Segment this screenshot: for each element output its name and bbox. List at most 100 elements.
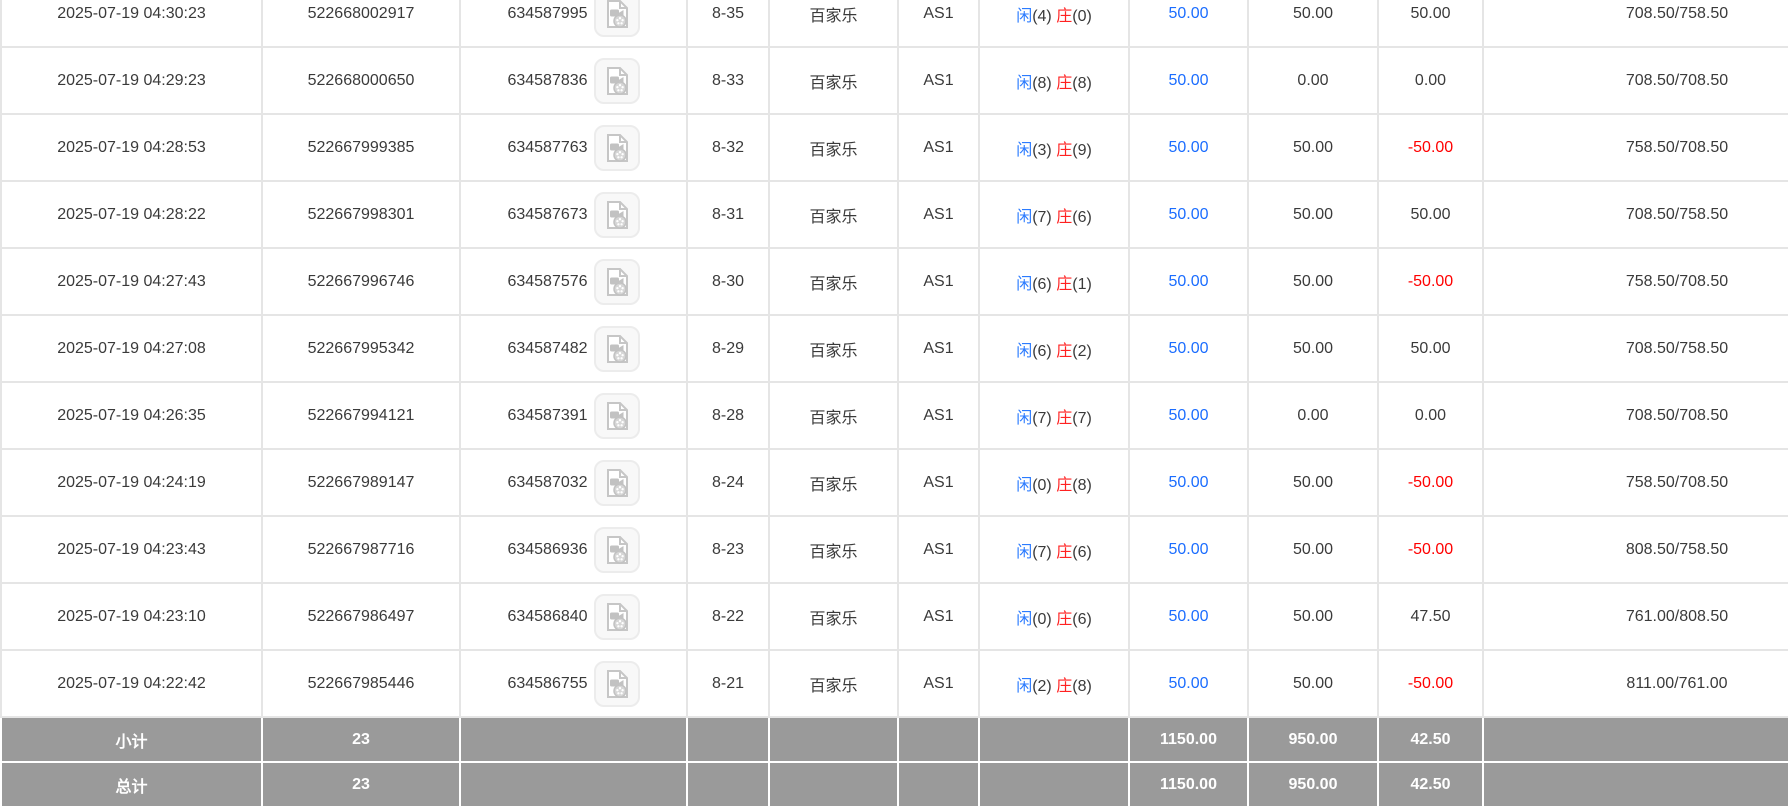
balance: 708.50/758.50	[1482, 180, 1788, 249]
bet-amount-link[interactable]: 50.00	[1128, 314, 1249, 383]
video-replay-button[interactable]	[593, 459, 640, 506]
banker-result-label: 庄	[1056, 141, 1073, 159]
round-number: 634586840	[507, 607, 588, 625]
video-replay-button[interactable]	[593, 593, 640, 640]
player-result-count: (0)	[1032, 476, 1052, 494]
bet-amount-link[interactable]: 50.00	[1128, 113, 1249, 182]
round-number-cell: 634587032	[459, 448, 688, 517]
subtotal-valid: 950.00	[1247, 716, 1379, 763]
table-name: AS1	[897, 46, 980, 115]
order-number: 522667996746	[261, 247, 461, 316]
video-replay-button[interactable]	[593, 0, 640, 37]
game-result: 闲(2) 庄(8)	[978, 649, 1130, 718]
table-row: 2025-07-19 04:22:42 522667985446 6345867…	[0, 649, 1788, 718]
round-number-cell: 634587482	[459, 314, 688, 383]
player-result-count: (2)	[1032, 677, 1052, 695]
table-name: AS1	[897, 0, 980, 48]
bet-amount-link[interactable]: 50.00	[1128, 515, 1249, 584]
total-label: 总计	[0, 761, 263, 808]
shoe-round: 8-31	[686, 180, 770, 249]
video-replay-button[interactable]	[593, 57, 640, 104]
video-file-icon	[606, 0, 628, 28]
table-row: 2025-07-19 04:28:22 522667998301 6345876…	[0, 180, 1788, 249]
valid-amount: 50.00	[1247, 314, 1379, 383]
game-result: 闲(7) 庄(6)	[978, 515, 1130, 584]
video-file-icon	[606, 267, 628, 296]
bet-amount-link[interactable]: 50.00	[1128, 582, 1249, 651]
player-result-label: 闲	[1016, 543, 1033, 561]
table-row: 2025-07-19 04:23:43 522667987716 6345869…	[0, 515, 1788, 584]
banker-result-count: (8)	[1072, 476, 1092, 494]
order-number: 522667989147	[261, 448, 461, 517]
round-number-cell: 634587576	[459, 247, 688, 316]
player-result-count: (7)	[1032, 409, 1052, 427]
valid-amount: 50.00	[1247, 448, 1379, 517]
win-loss-amount: 0.00	[1377, 46, 1484, 115]
bet-time: 2025-07-19 04:27:43	[0, 247, 263, 316]
table-name: AS1	[897, 247, 980, 316]
round-number: 634587032	[507, 473, 588, 491]
table-name: AS1	[897, 180, 980, 249]
bet-amount-link[interactable]: 50.00	[1128, 448, 1249, 517]
bet-amount-link[interactable]: 50.00	[1128, 46, 1249, 115]
bet-amount-link[interactable]: 50.00	[1128, 180, 1249, 249]
round-number-cell: 634587673	[459, 180, 688, 249]
video-replay-button[interactable]	[593, 660, 640, 707]
bet-time: 2025-07-19 04:23:43	[0, 515, 263, 584]
banker-result-label: 庄	[1056, 476, 1073, 494]
round-number: 634586755	[507, 674, 588, 692]
player-result-count: (7)	[1032, 208, 1052, 226]
player-result-label: 闲	[1016, 208, 1033, 226]
bet-amount-link[interactable]: 50.00	[1128, 381, 1249, 450]
round-number: 634587482	[507, 339, 588, 357]
video-replay-button[interactable]	[593, 191, 640, 238]
shoe-round: 8-22	[686, 582, 770, 651]
subtotal-row: 小计 23 1150.00 950.00 42.50	[0, 716, 1788, 763]
banker-result-count: (6)	[1072, 610, 1092, 628]
bet-amount-link[interactable]: 50.00	[1128, 649, 1249, 718]
bet-amount-link[interactable]: 50.00	[1128, 247, 1249, 316]
banker-result-label: 庄	[1056, 208, 1073, 226]
game-result: 闲(3) 庄(9)	[978, 113, 1130, 182]
balance: 808.50/758.50	[1482, 515, 1788, 584]
player-result-count: (8)	[1032, 74, 1052, 92]
game-result: 闲(8) 庄(8)	[978, 46, 1130, 115]
bet-time: 2025-07-19 04:28:22	[0, 180, 263, 249]
banker-result-count: (7)	[1072, 409, 1092, 427]
order-number: 522667985446	[261, 649, 461, 718]
video-replay-button[interactable]	[593, 124, 640, 171]
player-result-label: 闲	[1016, 409, 1033, 427]
table-row: 2025-07-19 04:29:23 522668000650 6345878…	[0, 46, 1788, 115]
win-loss-amount: -50.00	[1377, 247, 1484, 316]
video-replay-button[interactable]	[593, 325, 640, 372]
player-result-label: 闲	[1016, 74, 1033, 92]
banker-result-count: (0)	[1072, 7, 1092, 25]
round-number-cell: 634587391	[459, 381, 688, 450]
banker-result-label: 庄	[1056, 275, 1073, 293]
bet-amount-link[interactable]: 50.00	[1128, 0, 1249, 48]
video-replay-button[interactable]	[593, 258, 640, 305]
video-replay-button[interactable]	[593, 526, 640, 573]
video-replay-button[interactable]	[593, 392, 640, 439]
game-result: 闲(0) 庄(8)	[978, 448, 1130, 517]
game-result: 闲(7) 庄(7)	[978, 381, 1130, 450]
valid-amount: 50.00	[1247, 180, 1379, 249]
valid-amount: 50.00	[1247, 582, 1379, 651]
game-type: 百家乐	[768, 113, 899, 182]
table-row: 2025-07-19 04:30:23 522668002917 6345879…	[0, 0, 1788, 48]
table-row: 2025-07-19 04:23:10 522667986497 6345868…	[0, 582, 1788, 651]
bet-time: 2025-07-19 04:24:19	[0, 448, 263, 517]
bet-time: 2025-07-19 04:22:42	[0, 649, 263, 718]
shoe-round: 8-24	[686, 448, 770, 517]
win-loss-amount: 47.50	[1377, 582, 1484, 651]
banker-result-label: 庄	[1056, 74, 1073, 92]
balance: 758.50/708.50	[1482, 448, 1788, 517]
shoe-round: 8-23	[686, 515, 770, 584]
order-number: 522667998301	[261, 180, 461, 249]
shoe-round: 8-28	[686, 381, 770, 450]
banker-result-label: 庄	[1056, 543, 1073, 561]
banker-result-count: (1)	[1072, 275, 1092, 293]
game-type: 百家乐	[768, 46, 899, 115]
subtotal-winloss: 42.50	[1377, 716, 1484, 763]
